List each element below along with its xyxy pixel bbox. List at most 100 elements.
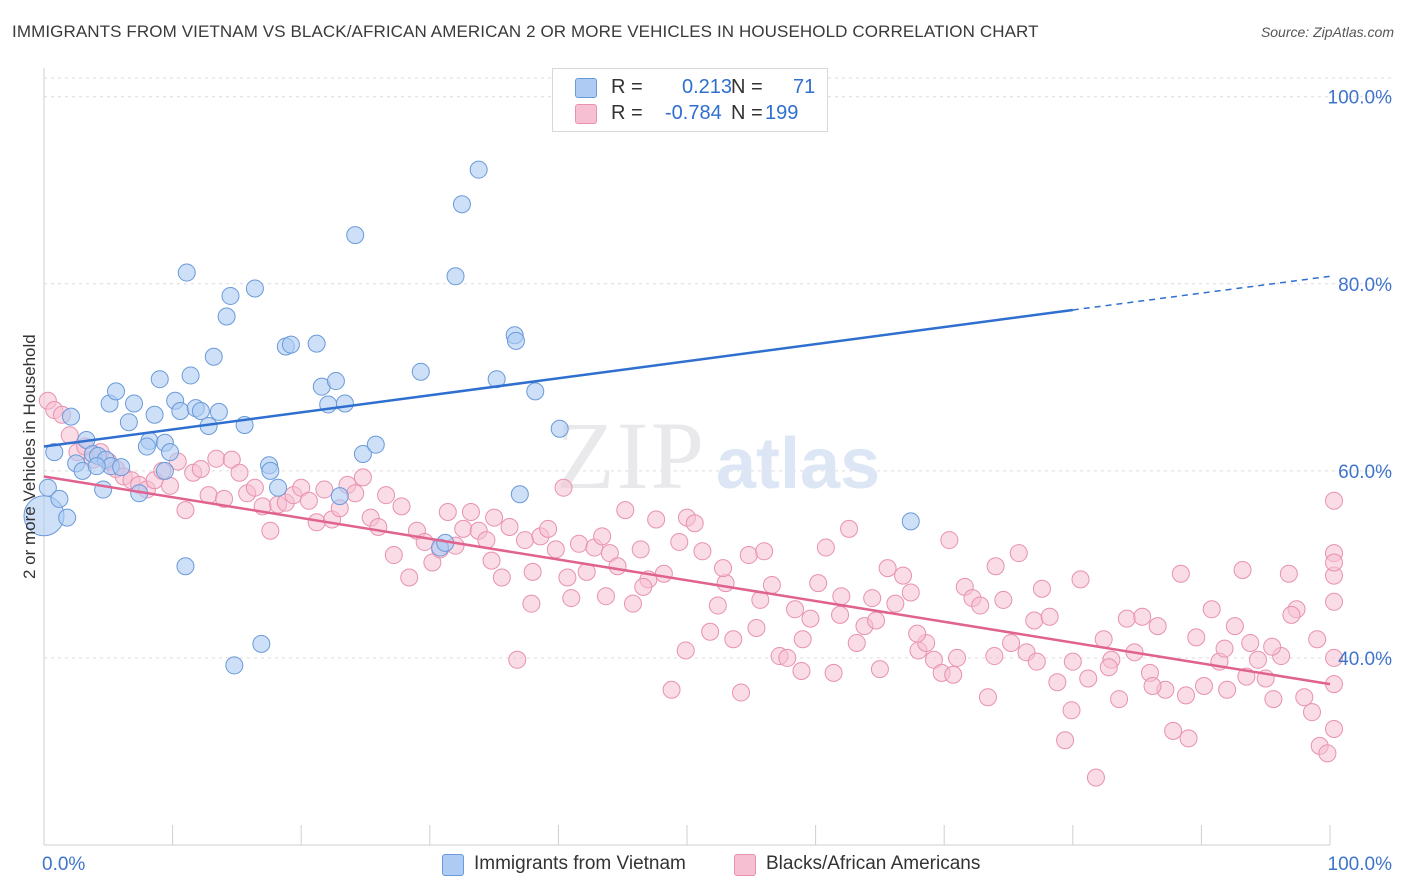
blue-point [145, 405, 164, 424]
legend-swatch-pink [575, 104, 597, 124]
pink-point [1263, 637, 1282, 656]
legend-r-label: R = [611, 76, 643, 98]
pink-point [230, 463, 249, 482]
pink-point [207, 449, 226, 468]
pink-point [1079, 669, 1098, 688]
source-label: Source: ZipAtlas.com [1260, 24, 1394, 40]
blue-point [94, 480, 113, 499]
pink-point [940, 531, 959, 550]
pink-point [558, 568, 577, 587]
pink-point [1194, 676, 1213, 695]
blue-series-points [23, 160, 920, 675]
pink-point [739, 546, 758, 565]
blue-point [330, 487, 349, 506]
pink-point [482, 551, 501, 570]
pink-point [676, 641, 695, 660]
pink-point [1202, 600, 1221, 619]
blue-point [245, 279, 264, 298]
pink-point [1094, 630, 1113, 649]
blue-point [112, 458, 131, 477]
blue-point [204, 347, 223, 366]
blue-point [217, 307, 236, 326]
blue-point [155, 461, 174, 480]
pink-point [161, 476, 180, 495]
pink-point [809, 574, 828, 593]
pink-point [346, 484, 365, 503]
pink-point [1133, 607, 1152, 626]
blue-point [150, 370, 169, 389]
pink-point [1187, 628, 1206, 647]
pink-point [546, 540, 565, 559]
blue-point [125, 394, 144, 413]
blue-point [225, 656, 244, 675]
pink-point [1063, 652, 1082, 671]
pink-point [1215, 639, 1234, 658]
pink-point [986, 557, 1005, 576]
pink-point [878, 559, 897, 578]
pink-point [392, 497, 411, 516]
pink-point [369, 517, 388, 536]
pink-point [948, 648, 967, 667]
blue-point [261, 461, 280, 480]
blue-point [506, 331, 525, 350]
pink-point [1325, 720, 1343, 739]
pink-point [901, 583, 920, 602]
pink-point [894, 566, 913, 585]
pink-point [994, 590, 1013, 609]
tick-labels: 40.0% 60.0% 80.0% 100.0% 0.0% 100.0% [42, 88, 1392, 875]
y-tick-label: 60.0% [1338, 462, 1392, 483]
x-tick-label: 100.0% [1328, 854, 1393, 875]
pink-point [1110, 690, 1129, 709]
blue-point [326, 372, 345, 391]
pink-point [191, 459, 210, 478]
blue-point [50, 489, 69, 508]
pink-point [747, 618, 766, 637]
pink-point [793, 630, 812, 649]
chart-title: IMMIGRANTS FROM VIETNAM VS BLACK/AFRICAN… [12, 22, 1039, 41]
blue-point [335, 394, 354, 413]
pink-trend-line [43, 475, 1331, 686]
y-tick-label: 100.0% [1328, 88, 1393, 109]
blue-point [176, 557, 195, 576]
pink-point [1002, 633, 1021, 652]
pink-point [1117, 609, 1136, 628]
legend-n-label: N = [731, 102, 763, 124]
pink-point [1325, 553, 1343, 572]
bottom-legend-black: Blacks/African Americans [734, 852, 1024, 876]
blue-point [353, 445, 372, 464]
pink-point [261, 521, 280, 540]
pink-point [1099, 658, 1118, 677]
pink-point [786, 600, 805, 619]
pink-point [701, 622, 720, 641]
blue-point [346, 226, 365, 245]
pink-point [1048, 673, 1067, 692]
blue-point [446, 267, 465, 286]
pink-point [562, 589, 581, 608]
blue-point [209, 402, 228, 421]
axes [43, 68, 1331, 846]
blue-point [269, 478, 288, 497]
pink-point [654, 564, 673, 583]
pink-point [1325, 648, 1343, 667]
pink-point [1148, 617, 1167, 636]
pink-point [1318, 744, 1337, 763]
pink-point [353, 468, 372, 487]
blue-point [550, 419, 569, 438]
bottom-legend-label-black: Blacks/African Americans [766, 853, 981, 874]
blue-point [177, 263, 196, 282]
pink-point [908, 624, 927, 643]
pink-point [554, 478, 573, 497]
pink-point [824, 663, 843, 682]
pink-point [176, 501, 195, 520]
pink-point [608, 557, 627, 576]
bottom-legend-swatch-pink [734, 854, 756, 876]
blue-point [171, 401, 190, 420]
legend-r-value: -0.784 [665, 102, 722, 124]
pink-point [870, 660, 889, 679]
pink-point [400, 568, 419, 587]
pink-point [1027, 652, 1046, 671]
blue-point [526, 382, 545, 401]
pink-point [985, 647, 1004, 666]
pink-point [500, 517, 519, 536]
blue-point [469, 160, 488, 179]
